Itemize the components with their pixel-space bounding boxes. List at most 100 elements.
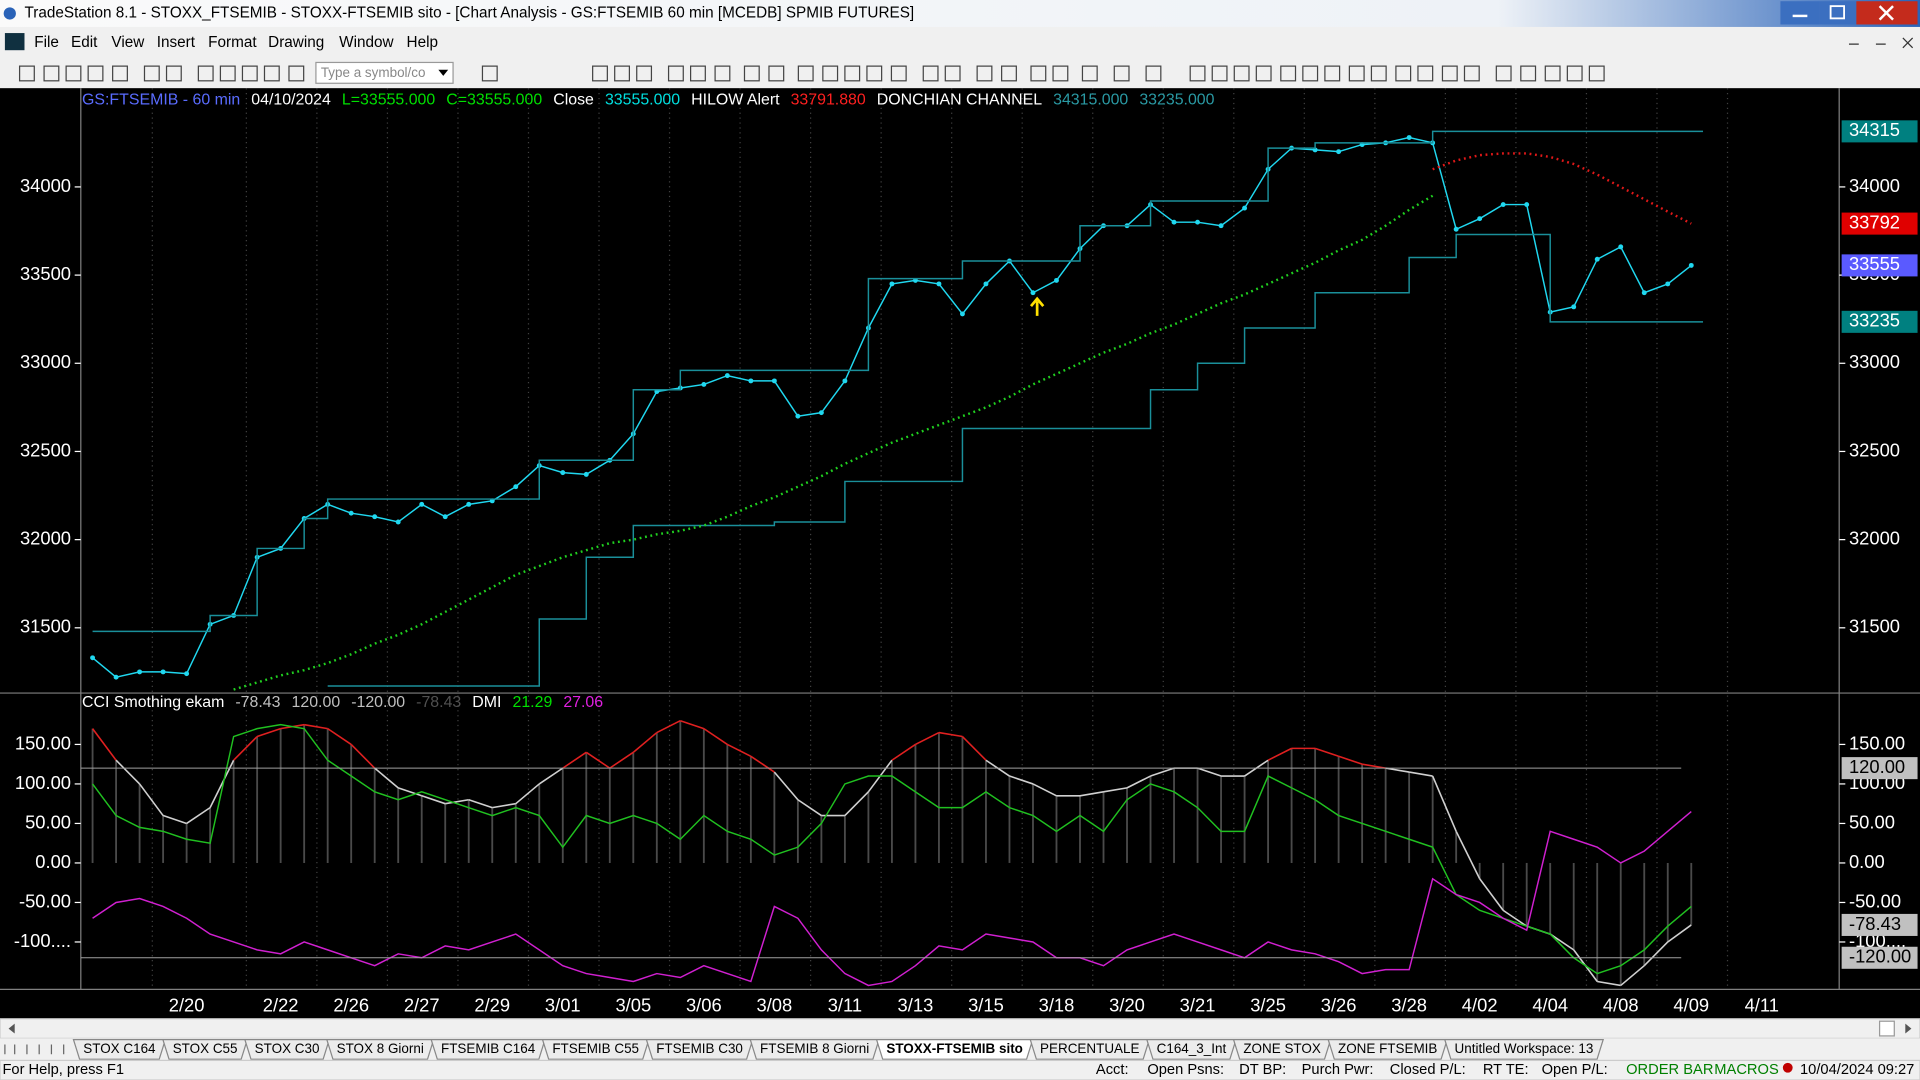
menu-item[interactable]: Window <box>339 34 394 51</box>
toolbar-icon[interactable] <box>976 65 993 82</box>
toolbar-icon[interactable] <box>1395 65 1412 82</box>
tab-label[interactable]: FTSEMIB 8 Giorni <box>760 1041 869 1056</box>
tab-label[interactable]: ZONE FTSEMIB <box>1338 1041 1437 1056</box>
toolbar-icon[interactable] <box>1145 65 1162 82</box>
tab[interactable] <box>430 1038 546 1060</box>
toolbar-icon[interactable] <box>1030 65 1047 82</box>
tab-label[interactable]: STOXX-FTSEMIB sito <box>886 1041 1023 1056</box>
toolbar-icon[interactable] <box>1495 65 1512 82</box>
toolbar-icon[interactable] <box>1348 65 1365 82</box>
tab[interactable] <box>1443 1038 1605 1060</box>
tab-label[interactable]: FTSEMIB C30 <box>656 1041 743 1056</box>
order-bar[interactable]: ORDER BAR <box>1626 1062 1713 1078</box>
tab[interactable] <box>1232 1038 1332 1060</box>
toolbar-icon[interactable] <box>288 65 305 82</box>
toolbar-icon[interactable] <box>481 65 498 82</box>
symbol-input[interactable] <box>315 61 454 84</box>
toolbar-icon[interactable] <box>1113 65 1130 82</box>
tab[interactable] <box>244 1038 331 1060</box>
tab[interactable] <box>325 1038 435 1060</box>
toolbar-icon[interactable] <box>866 65 883 82</box>
toolbar-icon[interactable] <box>65 65 82 82</box>
menu-item[interactable]: Edit <box>71 34 98 51</box>
macros[interactable]: MACROS <box>1714 1062 1779 1078</box>
tab-label[interactable]: STOX C55 <box>173 1041 238 1056</box>
menu-item[interactable]: File <box>34 34 59 51</box>
toolbar-icon[interactable] <box>822 65 839 82</box>
menu-item[interactable]: Help <box>407 34 438 51</box>
menu-item[interactable]: Insert <box>157 34 196 51</box>
toolbar-icon[interactable] <box>1417 65 1434 82</box>
tab[interactable] <box>645 1038 754 1060</box>
toolbar-icon[interactable] <box>87 65 104 82</box>
toolbar-icon[interactable] <box>1324 65 1341 82</box>
tab-label[interactable]: ZONE STOX <box>1243 1041 1321 1056</box>
toolbar-icon[interactable] <box>43 65 60 82</box>
toolbar-icon[interactable] <box>263 65 280 82</box>
toolbar-icon[interactable] <box>1255 65 1272 82</box>
toolbar-icon[interactable] <box>1370 65 1387 82</box>
toolbar-icon[interactable] <box>844 65 861 82</box>
toolbar-icon[interactable] <box>219 65 236 82</box>
toolbar-icon[interactable] <box>1081 65 1098 82</box>
menu-item[interactable]: View <box>111 34 145 51</box>
toolbar-icon[interactable] <box>1463 65 1480 82</box>
toolbar-icon[interactable] <box>922 65 939 82</box>
toolbar-icon[interactable] <box>797 65 814 82</box>
toolbar-icon[interactable] <box>18 65 35 82</box>
toolbar-icon[interactable] <box>1189 65 1206 82</box>
toolbar-icon[interactable] <box>1588 65 1605 82</box>
toolbar-icon[interactable] <box>667 65 684 82</box>
toolbar-icon[interactable] <box>1280 65 1297 82</box>
toolbar-icon[interactable] <box>614 65 630 82</box>
toolbar-icon[interactable] <box>743 65 760 82</box>
tab[interactable] <box>875 1038 1034 1060</box>
tab[interactable] <box>1146 1038 1237 1060</box>
tab[interactable] <box>749 1038 880 1060</box>
toolbar-icon[interactable] <box>112 65 128 82</box>
tab-label[interactable]: Untitled Workspace: 13 <box>1455 1041 1594 1056</box>
menu-item[interactable]: Format <box>208 34 257 51</box>
toolbar-icon[interactable] <box>1520 65 1537 82</box>
scroll-thumb[interactable] <box>1878 1020 1895 1037</box>
tab-label[interactable]: STOX 8 Giorni <box>337 1041 424 1056</box>
toolbar-icon[interactable] <box>636 65 653 82</box>
toolbar-icon[interactable] <box>1566 65 1583 82</box>
toolbar-icon[interactable] <box>143 65 160 82</box>
toolbar-icon[interactable] <box>1441 65 1458 82</box>
tab-label[interactable]: C164_3_Int <box>1157 1041 1227 1056</box>
tab-label[interactable]: FTSEMIB C164 <box>441 1041 536 1056</box>
maximize-button[interactable] <box>1819 1 1857 25</box>
tab[interactable] <box>162 1038 249 1060</box>
toolbar-icon[interactable] <box>768 65 785 82</box>
tab-nav[interactable] <box>4 1044 65 1055</box>
tab-label[interactable]: PERCENTUALE <box>1040 1041 1139 1056</box>
menu-item[interactable]: Drawing <box>268 34 324 51</box>
toolbar-icon[interactable] <box>944 65 961 82</box>
dropdown-arrow[interactable] <box>438 69 449 76</box>
toolbar-icon[interactable] <box>890 65 907 82</box>
tab[interactable] <box>1029 1038 1151 1060</box>
toolbar-icon[interactable] <box>1544 65 1561 82</box>
toolbar-icon[interactable] <box>714 65 731 82</box>
toolbar-icon[interactable] <box>1001 65 1017 82</box>
toolbar-icon[interactable] <box>197 65 214 82</box>
tab[interactable] <box>541 1038 650 1060</box>
tab[interactable] <box>72 1038 167 1060</box>
toolbar-icon[interactable] <box>592 65 608 82</box>
toolbar-icon[interactable] <box>241 65 258 82</box>
minimize-button[interactable] <box>1780 1 1820 25</box>
toolbar-icon[interactable] <box>690 65 706 82</box>
toolbar-icon[interactable] <box>1302 65 1319 82</box>
tab-label[interactable]: STOX C164 <box>83 1041 156 1056</box>
mdi-buttons[interactable] <box>1848 37 1914 49</box>
toolbar-icon[interactable] <box>165 65 182 82</box>
toolbar-icon[interactable] <box>1233 65 1250 82</box>
tab[interactable] <box>1327 1038 1449 1060</box>
tab-label[interactable]: FTSEMIB C55 <box>552 1041 639 1056</box>
toolbar-icon[interactable] <box>1211 65 1228 82</box>
status-bg <box>0 1059 1920 1080</box>
scrollbar[interactable] <box>0 1018 1920 1039</box>
toolbar-icon[interactable] <box>1052 65 1069 82</box>
tab-label[interactable]: STOX C30 <box>255 1041 320 1056</box>
